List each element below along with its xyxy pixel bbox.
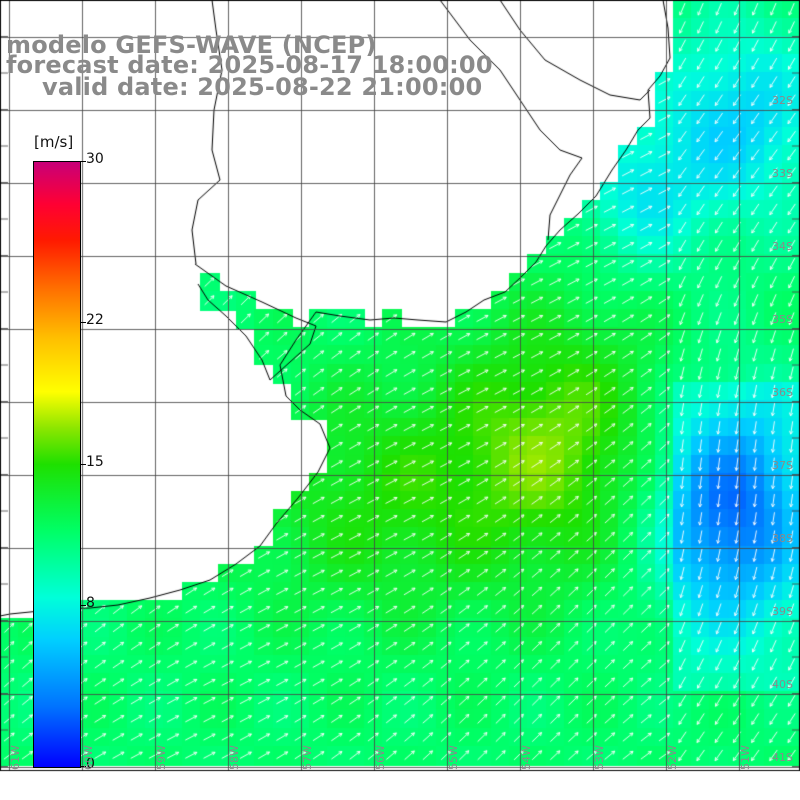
colorbar-tick-mark xyxy=(80,463,86,465)
longitude-label: 55W xyxy=(447,745,460,770)
longitude-label: 52W xyxy=(666,745,679,770)
forecast-date: forecast date: 2025-08-17 18:00:00 xyxy=(6,51,493,79)
longitude-label: 61W xyxy=(9,745,22,770)
colorbar-tick-mark xyxy=(80,161,86,162)
latitude-label: 35S xyxy=(772,313,793,326)
longitude-label: 57W xyxy=(301,745,314,770)
longitude-label: 58W xyxy=(228,745,241,770)
longitude-label: 56W xyxy=(374,745,387,770)
colorbar-tick-mark xyxy=(80,322,86,324)
latitude-label: 36S xyxy=(772,386,793,399)
longitude-label: 51W xyxy=(739,745,752,770)
latitude-label: 33S xyxy=(772,167,793,180)
colorbar-tick-mark xyxy=(80,604,86,606)
model-title: modelo GEFS-WAVE (NCEP) xyxy=(6,31,377,59)
colorbar-tick-label: 22 xyxy=(86,312,104,329)
colorbar-tick-label: 30 xyxy=(86,151,104,167)
latitude-label: 37S xyxy=(772,459,793,472)
colorbar-tick-label: 8 xyxy=(86,594,95,611)
latitude-label: 38S xyxy=(772,532,793,545)
colorbar-tick-label: 0 xyxy=(86,756,95,772)
latitude-label: 39S xyxy=(772,605,793,618)
latitude-label: 34S xyxy=(772,240,793,253)
colorbar-tick-mark xyxy=(80,766,86,767)
longitude-label: 59W xyxy=(155,745,168,770)
longitude-label: 53W xyxy=(593,745,606,770)
colorbar-units: [m/s] xyxy=(34,133,74,151)
latitude-label: 40S xyxy=(772,678,793,691)
colorbar xyxy=(33,161,81,768)
longitude-label: 54W xyxy=(520,745,533,770)
latitude-label: 41S xyxy=(772,751,793,764)
longitude-label: 60W xyxy=(82,745,95,770)
colorbar-tick-label: 15 xyxy=(86,453,104,470)
valid-date: valid date: 2025-08-22 21:00:00 xyxy=(42,73,483,101)
latitude-label: 32S xyxy=(772,94,793,107)
